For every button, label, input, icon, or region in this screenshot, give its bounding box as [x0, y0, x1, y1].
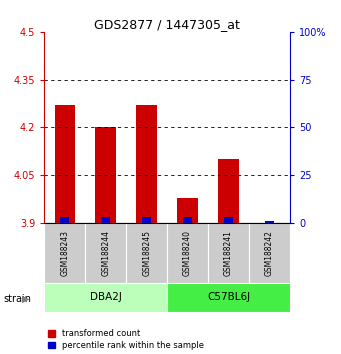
Text: GSM188240: GSM188240	[183, 230, 192, 276]
Text: strain: strain	[3, 294, 31, 304]
Text: GSM188245: GSM188245	[142, 230, 151, 276]
Bar	[208, 223, 249, 283]
Text: C57BL6J: C57BL6J	[207, 292, 250, 302]
Bar	[126, 223, 167, 283]
Text: GSM188242: GSM188242	[265, 230, 274, 276]
Legend: transformed count, percentile rank within the sample: transformed count, percentile rank withi…	[48, 329, 204, 350]
Bar	[44, 223, 85, 283]
Bar	[167, 223, 208, 283]
Text: GSM188241: GSM188241	[224, 230, 233, 276]
Bar	[44, 283, 167, 312]
Bar	[142, 217, 151, 223]
Title: GDS2877 / 1447305_at: GDS2877 / 1447305_at	[94, 18, 240, 31]
Bar	[218, 159, 239, 223]
Bar	[177, 198, 198, 223]
Text: GSM188243: GSM188243	[60, 230, 69, 276]
Text: GSM188244: GSM188244	[101, 230, 110, 276]
Bar	[265, 221, 274, 223]
Bar	[183, 217, 192, 223]
Bar	[249, 223, 290, 283]
Bar	[224, 217, 233, 223]
Bar	[85, 223, 126, 283]
Bar	[60, 217, 69, 223]
Bar	[95, 127, 116, 223]
Bar	[55, 105, 75, 223]
Text: DBA2J: DBA2J	[90, 292, 122, 302]
Text: ▶: ▶	[22, 294, 29, 304]
Bar	[136, 105, 157, 223]
Bar	[167, 283, 290, 312]
Bar	[101, 217, 110, 223]
